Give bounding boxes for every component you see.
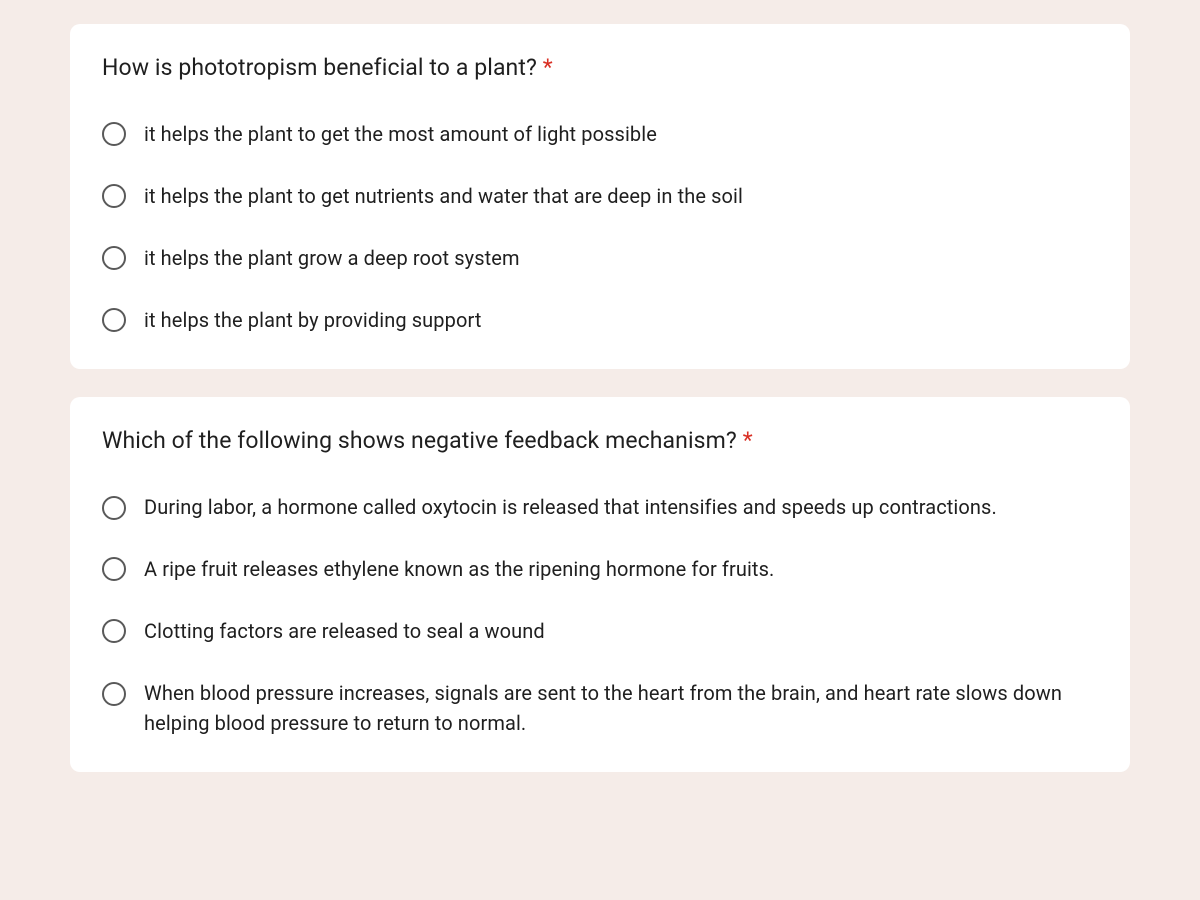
option-1-0[interactable]: it helps the plant to get the most amoun…: [102, 119, 1098, 149]
option-label: Clotting factors are released to seal a …: [144, 616, 545, 646]
radio-icon[interactable]: [102, 682, 126, 706]
question-text: Which of the following shows negative fe…: [102, 427, 737, 454]
option-1-1[interactable]: it helps the plant to get nutrients and …: [102, 181, 1098, 211]
option-label: A ripe fruit releases ethylene known as …: [144, 554, 774, 584]
option-1-3[interactable]: it helps the plant by providing support: [102, 305, 1098, 335]
radio-icon[interactable]: [102, 122, 126, 146]
required-asterisk: *: [543, 54, 553, 81]
radio-icon[interactable]: [102, 619, 126, 643]
option-2-3[interactable]: When blood pressure increases, signals a…: [102, 678, 1098, 738]
option-label: it helps the plant to get the most amoun…: [144, 119, 657, 149]
option-label: When blood pressure increases, signals a…: [144, 678, 1098, 738]
required-asterisk: *: [743, 427, 753, 454]
radio-icon[interactable]: [102, 496, 126, 520]
option-2-2[interactable]: Clotting factors are released to seal a …: [102, 616, 1098, 646]
radio-icon[interactable]: [102, 557, 126, 581]
option-2-1[interactable]: A ripe fruit releases ethylene known as …: [102, 554, 1098, 584]
radio-icon[interactable]: [102, 246, 126, 270]
radio-icon[interactable]: [102, 184, 126, 208]
option-2-0[interactable]: During labor, a hormone called oxytocin …: [102, 492, 1098, 522]
question-title-1: How is phototropism beneficial to a plan…: [102, 54, 1098, 81]
option-1-2[interactable]: it helps the plant grow a deep root syst…: [102, 243, 1098, 273]
option-label: it helps the plant grow a deep root syst…: [144, 243, 520, 273]
radio-icon[interactable]: [102, 308, 126, 332]
option-label: During labor, a hormone called oxytocin …: [144, 492, 997, 522]
question-card-2: Which of the following shows negative fe…: [70, 397, 1130, 772]
question-text: How is phototropism beneficial to a plan…: [102, 54, 537, 81]
question-card-1: How is phototropism beneficial to a plan…: [70, 24, 1130, 369]
option-label: it helps the plant by providing support: [144, 305, 481, 335]
question-title-2: Which of the following shows negative fe…: [102, 427, 1098, 454]
option-label: it helps the plant to get nutrients and …: [144, 181, 743, 211]
